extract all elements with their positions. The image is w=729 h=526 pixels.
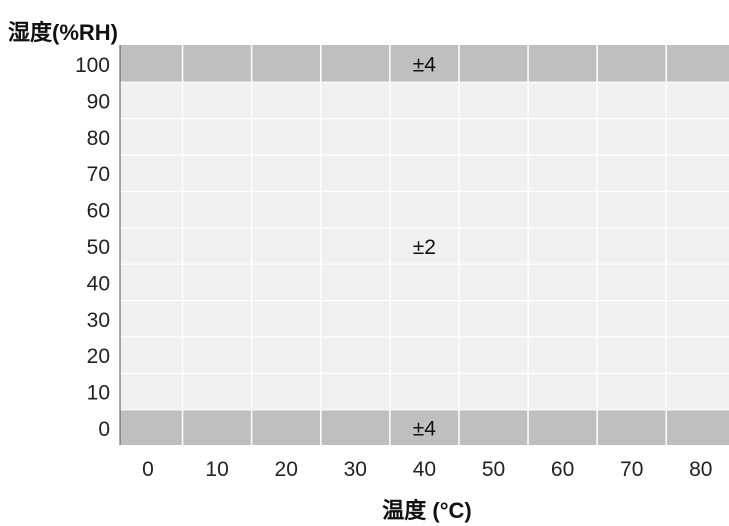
y-tick-label: 0	[98, 418, 110, 441]
y-tick-label: 80	[87, 127, 110, 150]
y-tick-label: 50	[87, 236, 110, 259]
x-tick-label: 20	[275, 458, 298, 481]
y-tick-label: 90	[87, 90, 110, 113]
y-axis-label: 湿度(%RH)	[8, 20, 118, 45]
x-tick-label: 60	[551, 458, 574, 481]
x-tick-label: 70	[620, 458, 643, 481]
y-tick-label: 30	[87, 309, 110, 332]
y-tick-label: 70	[87, 163, 110, 186]
y-tick-label: 100	[75, 54, 110, 77]
zone-2	[120, 409, 729, 445]
x-tick-label: 10	[205, 458, 228, 481]
zone-label-0: ±4	[413, 54, 437, 77]
x-tick-label: 40	[413, 458, 436, 481]
grid-layer	[119, 45, 729, 445]
x-tick-labels: 0 10 20 30 40 50 60 70 80	[142, 458, 712, 481]
x-tick-label: 80	[689, 458, 712, 481]
y-tick-label: 60	[87, 200, 110, 223]
x-tick-label: 0	[142, 458, 154, 481]
y-tick-label: 10	[87, 382, 110, 405]
zone-label-2: ±4	[413, 417, 437, 440]
y-tick-label: 40	[87, 272, 110, 295]
x-tick-label: 30	[344, 458, 367, 481]
zone-labels-layer: ±4 ±2 ±4	[413, 54, 437, 441]
zones-layer	[120, 45, 729, 445]
zone-1	[120, 82, 729, 410]
zone-0	[120, 45, 729, 83]
x-axis-label: 温度 (°C)	[382, 498, 471, 523]
y-tick-label: 20	[87, 345, 110, 368]
zone-label-1: ±2	[413, 236, 436, 259]
x-tick-label: 50	[482, 458, 505, 481]
